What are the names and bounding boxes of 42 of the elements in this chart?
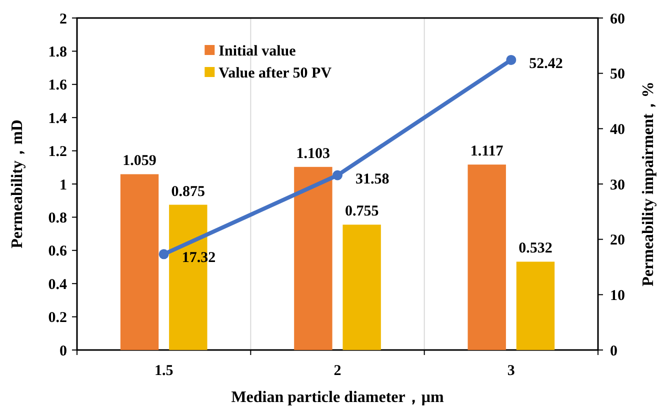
bar bbox=[516, 262, 555, 350]
y-tick-label: 1 bbox=[60, 177, 67, 194]
data-label: 31.58 bbox=[356, 171, 390, 188]
y-tick-label: 1.6 bbox=[48, 78, 68, 94]
data-label: 0.532 bbox=[518, 240, 552, 257]
point bbox=[332, 170, 342, 180]
data-label: 1.059 bbox=[122, 153, 156, 170]
y2-tick-label: 10 bbox=[610, 288, 625, 304]
y-tick-label: 0.2 bbox=[48, 310, 67, 326]
y2-tick-label: 60 bbox=[610, 11, 625, 28]
data-label: 0.755 bbox=[344, 204, 379, 220]
y2-tick-label: 50 bbox=[610, 66, 625, 83]
data-label: 52.42 bbox=[529, 56, 563, 72]
bar bbox=[342, 224, 381, 350]
x-tick-label: 1.5 bbox=[154, 363, 174, 379]
bar bbox=[120, 174, 159, 350]
data-label: 1.117 bbox=[470, 144, 504, 160]
y-tick-label: 1.4 bbox=[48, 110, 68, 127]
y-tick-label: 0.6 bbox=[48, 244, 68, 260]
y-tick-label: 0.8 bbox=[48, 210, 67, 226]
y2-axis-title: Permeability impairment，% bbox=[640, 82, 657, 286]
y-tick-label: 0.4 bbox=[48, 276, 68, 293]
y-tick-label: 2 bbox=[60, 11, 67, 28]
bar bbox=[294, 166, 332, 350]
y-tick-label: 0 bbox=[60, 343, 67, 360]
y-tick-label: 1.8 bbox=[48, 44, 67, 60]
data-label: 0.875 bbox=[171, 184, 206, 200]
y-axis-title: Permeability，mD bbox=[9, 120, 26, 248]
x-axis-title: Median particle diameter，μm bbox=[231, 389, 444, 406]
data-label: 1.103 bbox=[296, 146, 330, 162]
y2-tick-label: 0 bbox=[610, 343, 618, 360]
bar bbox=[468, 164, 506, 350]
y2-tick-label: 30 bbox=[610, 177, 625, 194]
point bbox=[158, 249, 169, 260]
x-tick-label: 3 bbox=[507, 363, 515, 379]
legend-label: Value after 50 PV bbox=[218, 65, 332, 82]
point bbox=[506, 54, 516, 65]
y2-tick-label: 20 bbox=[610, 232, 625, 249]
y2-tick-label: 40 bbox=[610, 122, 625, 138]
legend-label: Initial value bbox=[218, 43, 296, 60]
y-tick-label: 1.2 bbox=[48, 144, 67, 160]
x-tick-label: 2 bbox=[334, 363, 342, 379]
